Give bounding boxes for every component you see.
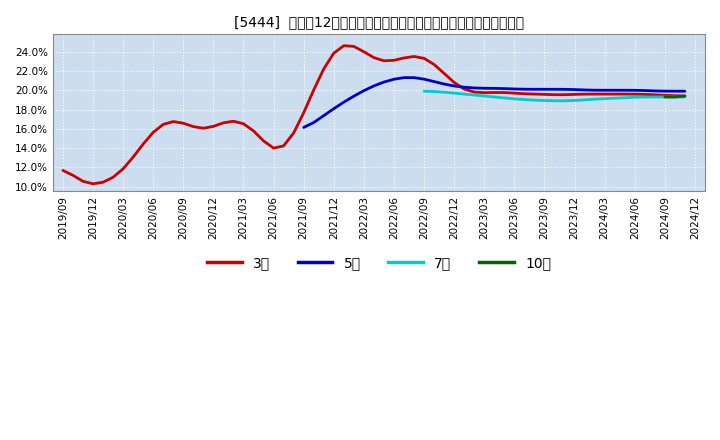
Title: [5444]  売上高12か月移動合計の対前年同期増減率の標準偏差の推移: [5444] 売上高12か月移動合計の対前年同期増減率の標準偏差の推移 xyxy=(234,15,524,29)
Legend: 3年, 5年, 7年, 10年: 3年, 5年, 7年, 10年 xyxy=(202,250,557,275)
